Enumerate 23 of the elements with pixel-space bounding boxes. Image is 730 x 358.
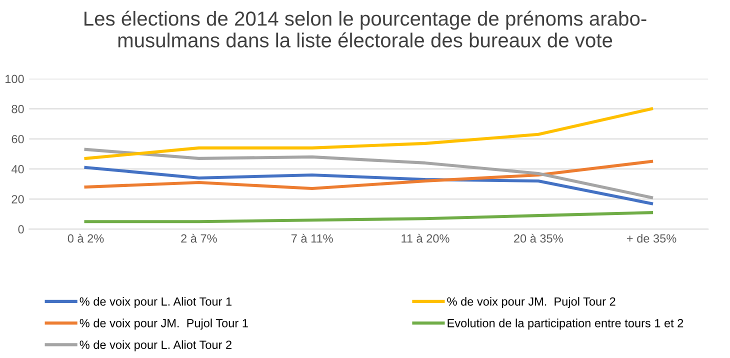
x-tick-label: 11 à 20% [402,234,450,243]
legend-label: % de voix pour L. Aliot Tour 2 [80,340,232,352]
x-tick-label: 2 à 7% [181,234,217,243]
line-series [84,166,654,206]
chart-title: Les élections de 2014 selon le pourcentage de prénoms arabo- musulmans dans la liste électorale des bureaux de vote [84,10,646,48]
y-tick-label: 0 [18,225,24,234]
line-series [84,107,654,160]
legend-label: % de voix pour JM. Pujol Tour 1 [80,318,248,330]
line-series [84,211,654,224]
x-tick-label: 20 à 35% [514,234,563,243]
line-series [84,160,654,190]
legend-label: % de voix pour L. Aliot Tour 1 [80,297,232,308]
legend-label: % de voix pour JM. Pujol Tour 2 [447,297,616,308]
x-tick-label: + de 35% [626,234,676,243]
y-tick-label: 60 [12,134,24,144]
legend-label: Evolution de la participation entre tours 1 et 2 [448,318,684,330]
y-tick-label: 20 [12,195,24,204]
x-tick-label: 0 à 2% [68,234,104,243]
y-tick-label: 100 [6,74,24,84]
x-tick-label: 7 à 11% [291,234,333,243]
line-series [84,148,654,200]
y-tick-label: 80 [12,104,24,114]
y-tick-label: 40 [11,165,24,174]
